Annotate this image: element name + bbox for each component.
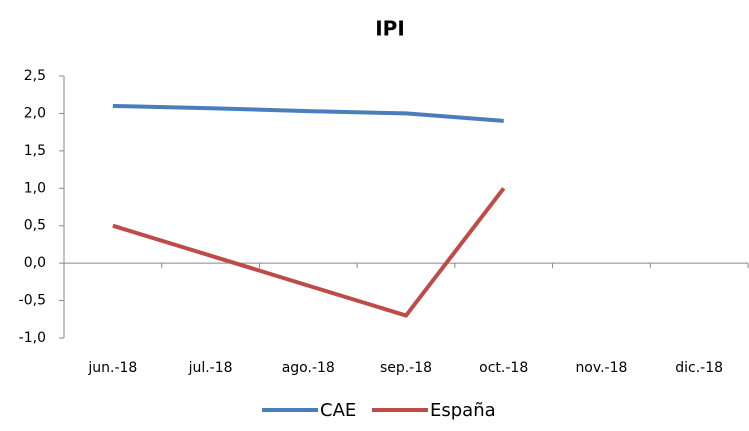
y-tick-label: -0,5 [19,293,46,309]
x-tick-label: sep.-18 [380,360,432,376]
y-tick-label: 2,0 [24,105,46,121]
x-tick-label: ago.-18 [282,360,335,376]
x-tick-label: jul.-18 [188,360,233,376]
y-tick-label: 0,0 [24,255,46,271]
legend-label: España [430,400,496,421]
x-tick-label: oct.-18 [479,360,528,376]
x-tick-label: dic.-18 [675,360,723,376]
y-tick-label: 0,5 [24,218,46,234]
y-tick-label: 1,5 [24,143,46,159]
x-tick-label: jun.-18 [87,360,137,376]
y-tick-label: 2,5 [24,68,46,84]
chart-title: IPI [375,17,405,41]
y-tick-label: -1,0 [19,330,46,346]
x-tick-label: nov.-18 [575,360,627,376]
y-tick-label: 1,0 [24,180,46,196]
series-line [112,187,506,318]
series-line [112,103,504,123]
legend-label: CAE [320,400,356,421]
